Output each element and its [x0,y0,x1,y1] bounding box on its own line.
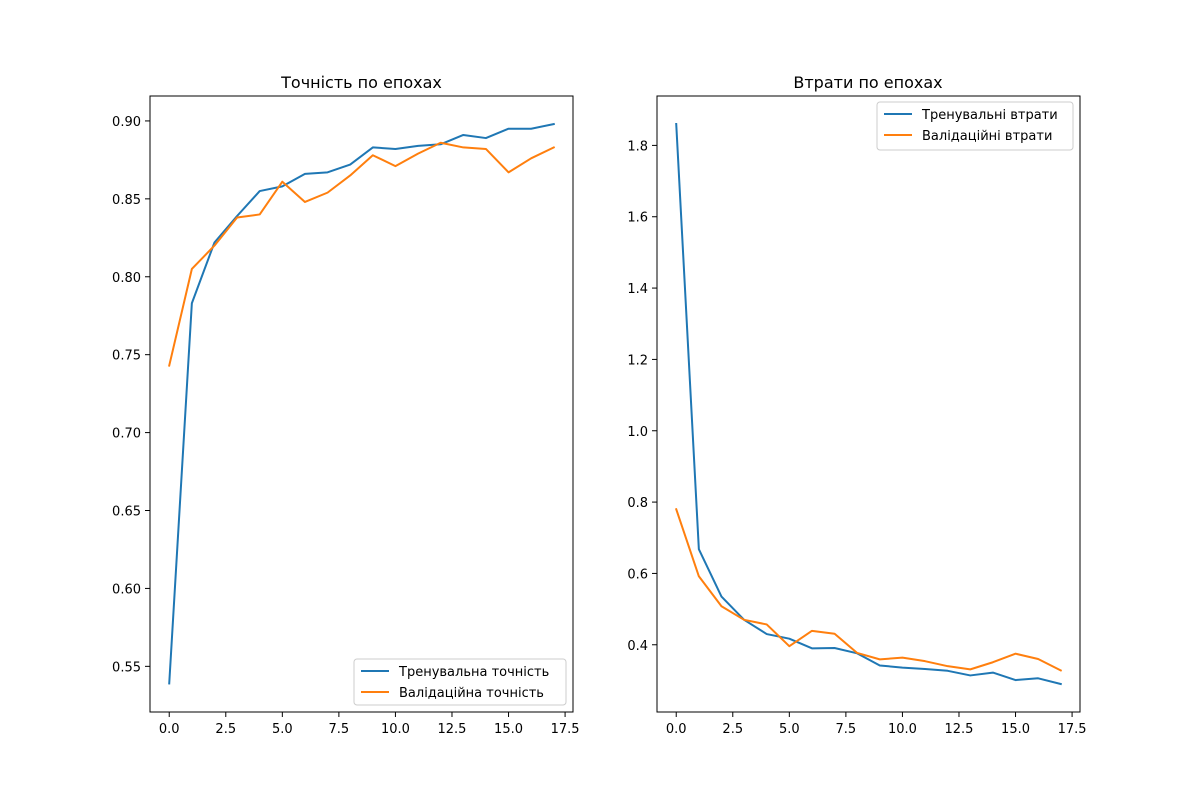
accuracy-legend: Тренувальна точність Валідаційна точніст… [353,658,567,706]
series-line-train-accuracy [168,122,555,685]
loss-y-tick-label: 1.4 [627,282,648,297]
accuracy-x-tick-label: 7.5 [329,722,350,737]
loss-plot-lines [674,122,1063,686]
loss-x-tick-label: 15.0 [1001,722,1030,737]
accuracy-y-tick-label: 0.90 [112,115,141,130]
accuracy-x-tick-label: 10.0 [381,722,410,737]
accuracy-y-tick-label: 0.55 [112,660,141,675]
loss-legend: Тренувальні втрати Валідаційні втрати [876,101,1074,151]
accuracy-chart-title: Точність по епохах [280,73,442,92]
loss-x-tick-label: 12.5 [945,722,974,737]
loss-x-tick-label: 5.0 [779,722,800,737]
accuracy-x-tick-label: 15.0 [494,722,523,737]
loss-y-axis: 0.4 0.6 0.8 1.0 1.2 1.4 1.6 1.8 [627,139,657,654]
accuracy-axes-frame [149,95,574,713]
accuracy-x-tick-label: 12.5 [438,722,467,737]
loss-chart-title: Втрати по епохах [793,73,942,92]
accuracy-y-tick-label: 0.85 [112,193,141,208]
accuracy-x-tick-label: 5.0 [272,722,293,737]
legend-label-train-accuracy: Тренувальна точність [398,665,549,680]
accuracy-y-tick-label: 0.80 [112,271,141,286]
legend-label-val-loss: Валідаційні втрати [922,129,1052,144]
accuracy-y-tick-label: 0.70 [112,427,141,442]
accuracy-x-tick-label: 2.5 [215,722,236,737]
loss-y-tick-label: 0.8 [627,496,648,511]
accuracy-legend-box [353,658,567,706]
accuracy-y-tick-label: 0.75 [112,349,141,364]
legend-label-val-accuracy: Валідаційна точність [399,686,544,701]
loss-x-tick-label: 17.5 [1058,722,1087,737]
loss-y-tick-label: 1.2 [627,353,648,368]
series-line-val-accuracy [168,141,556,367]
loss-y-tick-label: 0.4 [627,639,648,654]
loss-x-tick-label: 10.0 [888,722,917,737]
loss-legend-box [876,101,1074,151]
loss-axes-frame [656,95,1081,713]
series-line-val-loss [674,507,1063,672]
legend-label-train-loss: Тренувальні втрати [921,108,1058,123]
loss-x-tick-label: 7.5 [836,722,857,737]
accuracy-y-tick-label: 0.60 [112,582,141,597]
loss-x-axis: 0.0 2.5 5.0 7.5 10.0 12.5 15.0 17.5 [666,712,1087,737]
accuracy-x-tick-label: 0.0 [159,722,180,737]
accuracy-x-axis: 0.0 2.5 5.0 7.5 10.0 12.5 15.0 17.5 [159,712,580,737]
accuracy-chart: Точність по епохах 0.0 2.5 5.0 7.5 10.0 12.5 1… [112,73,580,737]
loss-x-tick-label: 2.5 [722,722,743,737]
series-line-train-loss [675,122,1062,686]
loss-y-tick-label: 1.6 [627,211,648,226]
loss-x-tick-label: 0.0 [666,722,687,737]
accuracy-y-tick-label: 0.65 [112,505,141,520]
loss-chart: Втрати по епохах 0.0 2.5 5.0 7.5 10.0 12.5 15.… [627,73,1086,737]
accuracy-y-axis: 0.55 0.60 0.65 0.70 0.75 0.80 0.85 0.90 [112,115,150,675]
loss-y-tick-label: 0.6 [627,567,648,582]
accuracy-x-tick-label: 17.5 [551,722,580,737]
loss-y-tick-label: 1.0 [627,425,648,440]
loss-y-tick-label: 1.8 [627,139,648,154]
accuracy-plot-lines [168,122,556,685]
